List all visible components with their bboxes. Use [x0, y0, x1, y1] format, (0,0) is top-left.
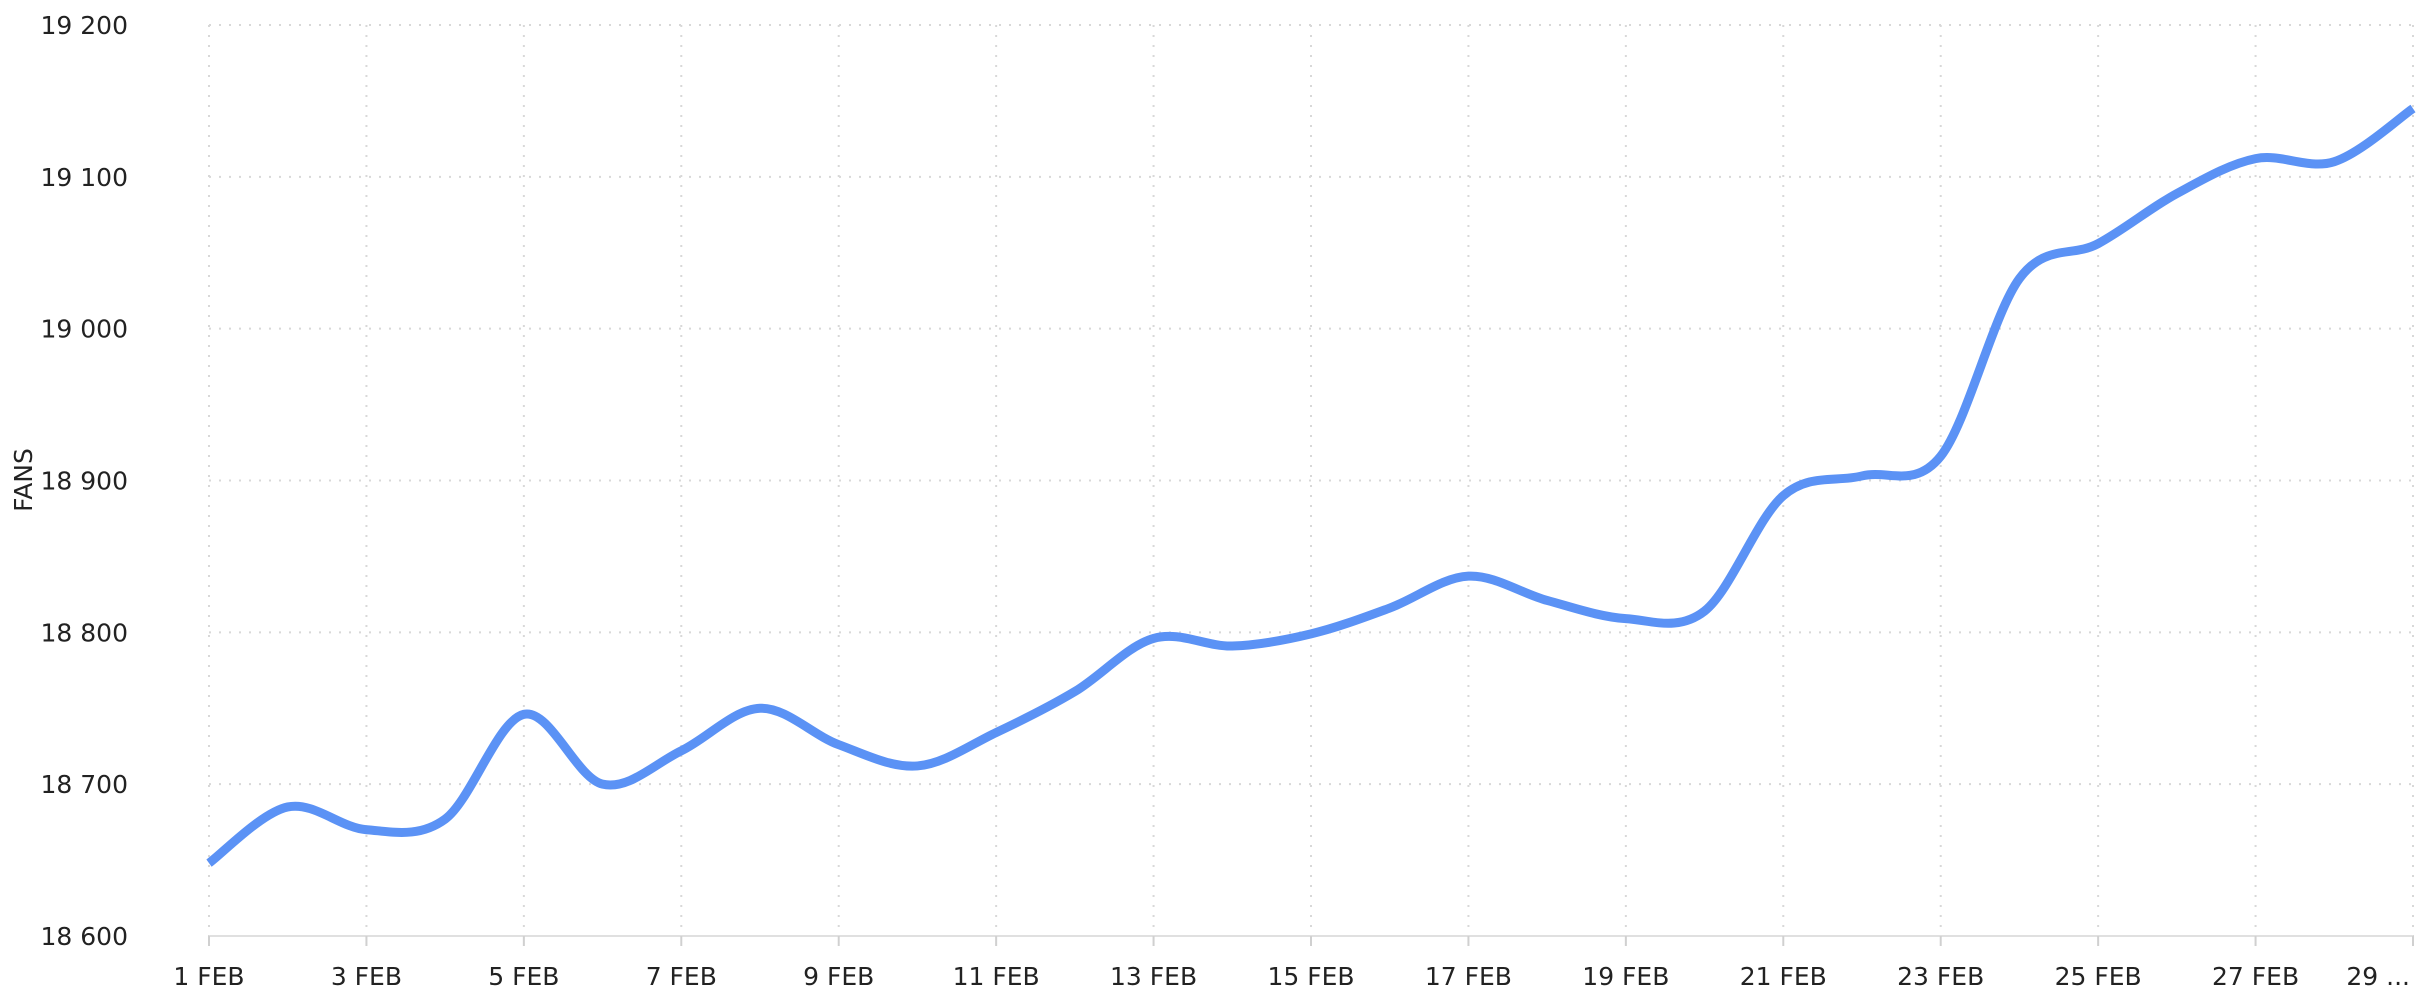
x-tick-label: 19 FEB: [1582, 962, 1669, 991]
y-tick-label: 18 600: [41, 922, 128, 951]
x-tick-label: 17 FEB: [1425, 962, 1512, 991]
y-tick-label: 19 200: [41, 11, 128, 40]
y-tick-label: 18 900: [41, 467, 128, 496]
x-tick-label: 21 FEB: [1740, 962, 1827, 991]
x-tick-label: 3 FEB: [331, 962, 402, 991]
y-tick-label: 19 000: [41, 315, 128, 344]
x-tick-label: 23 FEB: [1897, 962, 1984, 991]
series-line: [206, 104, 2416, 867]
x-tick-label: 7 FEB: [646, 962, 717, 991]
x-tick-label: 11 FEB: [953, 962, 1040, 991]
y-axis: 18 600 18 700 18 800 18 900 19 000 19 100 19 2…: [41, 11, 128, 951]
x-tick-label: 5 FEB: [488, 962, 559, 991]
y-tick-label: 19 100: [41, 163, 128, 192]
x-tick-label: 13 FEB: [1110, 962, 1197, 991]
y-tick-label: 18 700: [41, 770, 128, 799]
x-tick-label: 1 FEB: [173, 962, 244, 991]
series: [206, 104, 2416, 867]
x-tick-label: 15 FEB: [1267, 962, 1354, 991]
x-tick-label: 9 FEB: [803, 962, 874, 991]
y-tick-label: 18 800: [41, 618, 128, 647]
grid: [208, 24, 2414, 936]
x-tick-label: 25 FEB: [2055, 962, 2142, 991]
x-axis: 1 FEB 3 FEB 5 FEB 7 FEB 9 FEB 11 FEB 13 FEB 15 …: [173, 935, 2414, 991]
x-tick-label: 27 FEB: [2212, 962, 2299, 991]
y-axis-label: FANS: [9, 448, 38, 512]
x-tick-label: 29 ...: [2346, 962, 2410, 991]
